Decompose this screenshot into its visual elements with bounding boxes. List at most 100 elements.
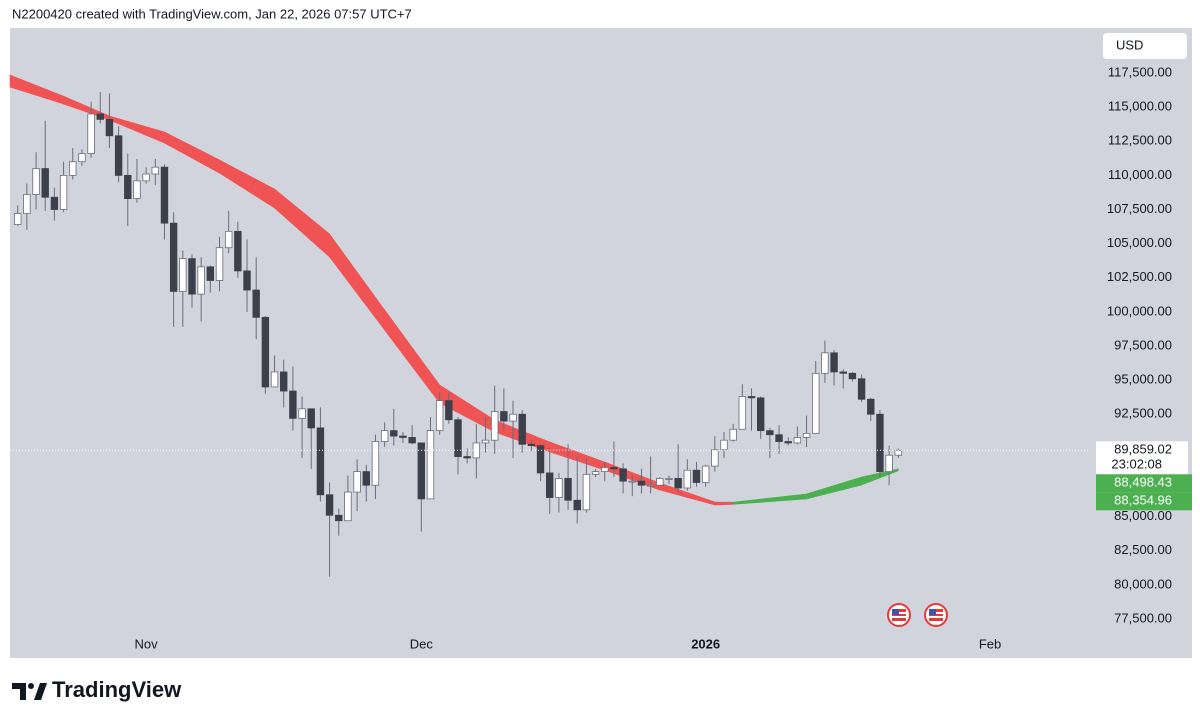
- y-tick-label: 80,000.00: [1114, 576, 1172, 591]
- currency-box[interactable]: [1103, 33, 1187, 59]
- y-tick-label: 95,000.00: [1114, 372, 1172, 387]
- candle-body: [362, 471, 370, 486]
- ribbon-upper-label: 88,498.43: [1114, 475, 1172, 490]
- candle-body: [839, 371, 847, 374]
- brand-logo: [12, 683, 47, 700]
- plot-area: 77,500.0080,000.0082,500.0085,000.0087,5…: [9, 64, 1192, 651]
- candle-body: [261, 316, 270, 388]
- candle-body: [417, 442, 426, 500]
- candle-body: [215, 247, 224, 281]
- candle-body: [518, 413, 526, 445]
- candle-body: [885, 454, 893, 472]
- chart-background: [10, 28, 1192, 658]
- event-flag[interactable]: [887, 603, 911, 627]
- candle-body: [848, 372, 857, 380]
- candle-body: [243, 270, 251, 291]
- candle-body: [775, 434, 783, 442]
- candle-body: [628, 480, 636, 483]
- ribbon-lower-label: 88,354.96: [1114, 493, 1172, 508]
- x-tick-label: Nov: [135, 636, 159, 651]
- candle-body: [142, 173, 150, 182]
- candle-body: [536, 445, 545, 474]
- candle-body: [179, 258, 187, 292]
- candle-body: [316, 427, 325, 496]
- candle-body: [711, 449, 719, 467]
- y-tick-label: 97,500.00: [1114, 337, 1172, 352]
- candle-body: [591, 471, 600, 475]
- y-tick-label: 92,500.00: [1114, 406, 1172, 421]
- candle-body: [894, 449, 902, 456]
- candle-body: [812, 372, 820, 434]
- candle-body: [656, 478, 664, 486]
- candle-body: [793, 437, 802, 444]
- candle-body: [720, 439, 728, 451]
- candle-body: [509, 413, 517, 422]
- candle-body: [582, 473, 591, 511]
- candle-body: [390, 430, 398, 437]
- y-tick-label: 110,000.00: [1108, 167, 1172, 182]
- y-tick-label: 117,500.00: [1108, 64, 1172, 79]
- candle-body: [756, 397, 765, 432]
- candle-body: [96, 113, 104, 120]
- candle-body: [500, 411, 508, 422]
- candle-body: [151, 166, 159, 175]
- candle-body: [683, 469, 692, 489]
- y-tick-label: 112,500.00: [1108, 133, 1172, 148]
- candle-body: [555, 478, 563, 498]
- candle-body: [601, 467, 609, 472]
- candle-body: [289, 390, 297, 419]
- candle-body: [646, 484, 655, 487]
- y-tick-label: 85,000.00: [1114, 508, 1172, 523]
- event-flag[interactable]: [924, 603, 948, 627]
- candle-body: [867, 398, 875, 415]
- candle-body: [738, 396, 747, 430]
- y-tick-label: 77,500.00: [1114, 610, 1172, 625]
- candle-body: [280, 371, 288, 392]
- candle-body: [546, 472, 554, 498]
- candle-body: [481, 439, 490, 444]
- candle-body: [50, 196, 59, 210]
- x-tick-label: Dec: [410, 636, 434, 651]
- candle-body: [307, 408, 315, 429]
- candle-body: [665, 478, 673, 480]
- countdown-label: 23:02:08: [1111, 457, 1162, 472]
- candle-body: [527, 443, 536, 447]
- candle-body: [69, 161, 77, 176]
- ribbon-lower-box: [1096, 492, 1192, 511]
- brand-name: TradingView: [52, 677, 182, 702]
- ribbon-segment: [714, 501, 734, 506]
- header-text: N2200420 created with TradingView.com, J…: [12, 6, 412, 21]
- candle-body: [32, 168, 40, 195]
- candle-body: [41, 168, 49, 198]
- candle-body: [380, 430, 389, 442]
- candle-body: [23, 194, 31, 214]
- candle-body: [637, 480, 646, 486]
- candle-body: [692, 469, 701, 483]
- candle-body: [114, 135, 123, 176]
- candle-body: [408, 437, 416, 444]
- candle-body: [234, 230, 242, 272]
- candle-body: [876, 413, 884, 472]
- candle-body: [270, 371, 279, 388]
- candle-body: [133, 180, 141, 199]
- candle-body: [399, 435, 407, 438]
- candle-body: [674, 478, 682, 489]
- y-tick-label: 100,000.00: [1107, 303, 1172, 318]
- ribbon-upper-box: [1096, 474, 1192, 493]
- candle-body: [87, 113, 95, 154]
- currency-label[interactable]: USD: [1116, 37, 1143, 52]
- candle-body: [188, 258, 196, 295]
- y-tick-label: 82,500.00: [1114, 542, 1172, 557]
- candle-body: [14, 213, 22, 225]
- y-tick-label: 105,000.00: [1107, 235, 1172, 250]
- candle-body: [454, 419, 462, 457]
- candle-body: [59, 174, 68, 210]
- candle-body: [610, 467, 618, 470]
- candle-body: [747, 396, 756, 399]
- candle-body: [160, 166, 169, 224]
- candle-body: [857, 378, 866, 400]
- event-flags[interactable]: [887, 603, 948, 627]
- candle-body: [821, 352, 829, 374]
- y-tick-label: 102,500.00: [1107, 269, 1172, 284]
